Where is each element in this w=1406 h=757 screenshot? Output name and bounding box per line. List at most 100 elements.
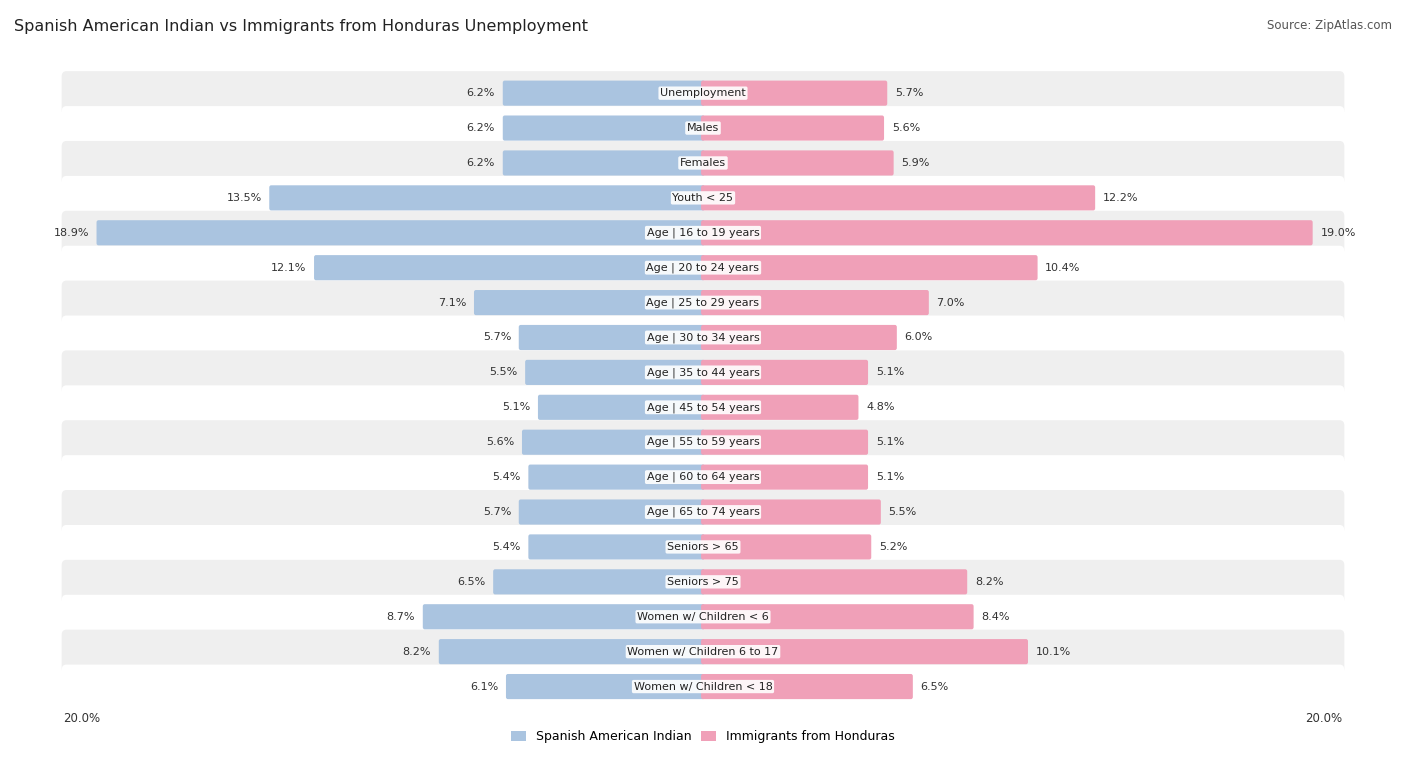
FancyBboxPatch shape: [474, 290, 704, 315]
FancyBboxPatch shape: [702, 151, 894, 176]
FancyBboxPatch shape: [62, 176, 1344, 220]
Text: Youth < 25: Youth < 25: [672, 193, 734, 203]
FancyBboxPatch shape: [62, 141, 1344, 185]
Text: 7.1%: 7.1%: [437, 298, 467, 307]
FancyBboxPatch shape: [62, 210, 1344, 255]
Text: 5.6%: 5.6%: [891, 123, 920, 133]
Text: Spanish American Indian vs Immigrants from Honduras Unemployment: Spanish American Indian vs Immigrants fr…: [14, 19, 588, 34]
Text: 5.7%: 5.7%: [896, 88, 924, 98]
Text: 13.5%: 13.5%: [226, 193, 262, 203]
Text: 6.2%: 6.2%: [467, 88, 495, 98]
FancyBboxPatch shape: [526, 360, 704, 385]
FancyBboxPatch shape: [702, 569, 967, 594]
Text: 5.5%: 5.5%: [489, 367, 517, 378]
FancyBboxPatch shape: [702, 674, 912, 699]
FancyBboxPatch shape: [423, 604, 704, 629]
FancyBboxPatch shape: [62, 316, 1344, 360]
FancyBboxPatch shape: [62, 595, 1344, 639]
Text: 4.8%: 4.8%: [866, 402, 894, 413]
FancyBboxPatch shape: [62, 281, 1344, 325]
FancyBboxPatch shape: [62, 385, 1344, 429]
FancyBboxPatch shape: [62, 350, 1344, 394]
FancyBboxPatch shape: [702, 534, 872, 559]
Text: 5.5%: 5.5%: [889, 507, 917, 517]
FancyBboxPatch shape: [702, 185, 1095, 210]
FancyBboxPatch shape: [529, 465, 704, 490]
Text: 5.2%: 5.2%: [879, 542, 907, 552]
Text: Age | 30 to 34 years: Age | 30 to 34 years: [647, 332, 759, 343]
Text: Age | 60 to 64 years: Age | 60 to 64 years: [647, 472, 759, 482]
Text: Age | 45 to 54 years: Age | 45 to 54 years: [647, 402, 759, 413]
FancyBboxPatch shape: [529, 534, 704, 559]
Text: Women w/ Children 6 to 17: Women w/ Children 6 to 17: [627, 646, 779, 656]
FancyBboxPatch shape: [702, 360, 868, 385]
Text: Seniors > 65: Seniors > 65: [668, 542, 738, 552]
FancyBboxPatch shape: [314, 255, 704, 280]
Text: Females: Females: [681, 158, 725, 168]
Text: 5.4%: 5.4%: [492, 472, 520, 482]
Text: 5.1%: 5.1%: [502, 402, 530, 413]
FancyBboxPatch shape: [62, 630, 1344, 674]
FancyBboxPatch shape: [702, 604, 973, 629]
Text: Women w/ Children < 18: Women w/ Children < 18: [634, 681, 772, 692]
Text: 8.7%: 8.7%: [387, 612, 415, 621]
FancyBboxPatch shape: [62, 246, 1344, 290]
Text: Age | 55 to 59 years: Age | 55 to 59 years: [647, 437, 759, 447]
Text: Source: ZipAtlas.com: Source: ZipAtlas.com: [1267, 19, 1392, 32]
FancyBboxPatch shape: [62, 71, 1344, 115]
FancyBboxPatch shape: [522, 430, 704, 455]
Text: 7.0%: 7.0%: [936, 298, 965, 307]
FancyBboxPatch shape: [702, 220, 1313, 245]
FancyBboxPatch shape: [62, 455, 1344, 499]
Text: 6.1%: 6.1%: [470, 681, 498, 692]
Text: 5.1%: 5.1%: [876, 438, 904, 447]
Text: Unemployment: Unemployment: [661, 88, 745, 98]
Text: Age | 65 to 74 years: Age | 65 to 74 years: [647, 506, 759, 517]
Text: 10.1%: 10.1%: [1036, 646, 1071, 656]
FancyBboxPatch shape: [519, 500, 704, 525]
FancyBboxPatch shape: [702, 639, 1028, 664]
FancyBboxPatch shape: [702, 394, 859, 420]
FancyBboxPatch shape: [503, 116, 704, 141]
FancyBboxPatch shape: [62, 665, 1344, 709]
FancyBboxPatch shape: [62, 525, 1344, 569]
FancyBboxPatch shape: [270, 185, 704, 210]
FancyBboxPatch shape: [702, 80, 887, 106]
Text: 5.1%: 5.1%: [876, 472, 904, 482]
FancyBboxPatch shape: [494, 569, 704, 594]
FancyBboxPatch shape: [519, 325, 704, 350]
FancyBboxPatch shape: [503, 151, 704, 176]
Text: 20.0%: 20.0%: [63, 712, 100, 724]
FancyBboxPatch shape: [702, 116, 884, 141]
Text: 8.4%: 8.4%: [981, 612, 1010, 621]
FancyBboxPatch shape: [503, 80, 704, 106]
FancyBboxPatch shape: [62, 490, 1344, 534]
Text: 12.1%: 12.1%: [271, 263, 307, 273]
Text: 6.5%: 6.5%: [457, 577, 485, 587]
Text: Age | 35 to 44 years: Age | 35 to 44 years: [647, 367, 759, 378]
Text: Age | 16 to 19 years: Age | 16 to 19 years: [647, 228, 759, 238]
FancyBboxPatch shape: [702, 430, 868, 455]
Text: Seniors > 75: Seniors > 75: [666, 577, 740, 587]
Text: Age | 20 to 24 years: Age | 20 to 24 years: [647, 263, 759, 273]
Text: 5.9%: 5.9%: [901, 158, 929, 168]
Text: 19.0%: 19.0%: [1320, 228, 1355, 238]
Text: Age | 25 to 29 years: Age | 25 to 29 years: [647, 298, 759, 308]
Text: 18.9%: 18.9%: [53, 228, 89, 238]
FancyBboxPatch shape: [702, 500, 880, 525]
Text: 8.2%: 8.2%: [974, 577, 1004, 587]
FancyBboxPatch shape: [538, 394, 704, 420]
FancyBboxPatch shape: [62, 106, 1344, 150]
FancyBboxPatch shape: [97, 220, 704, 245]
FancyBboxPatch shape: [62, 420, 1344, 464]
FancyBboxPatch shape: [439, 639, 704, 664]
Text: 20.0%: 20.0%: [1306, 712, 1343, 724]
Text: 5.7%: 5.7%: [482, 507, 512, 517]
Text: 5.4%: 5.4%: [492, 542, 520, 552]
Text: 12.2%: 12.2%: [1102, 193, 1139, 203]
Text: 6.2%: 6.2%: [467, 158, 495, 168]
FancyBboxPatch shape: [702, 325, 897, 350]
Text: Women w/ Children < 6: Women w/ Children < 6: [637, 612, 769, 621]
Legend: Spanish American Indian, Immigrants from Honduras: Spanish American Indian, Immigrants from…: [508, 727, 898, 747]
FancyBboxPatch shape: [62, 560, 1344, 604]
